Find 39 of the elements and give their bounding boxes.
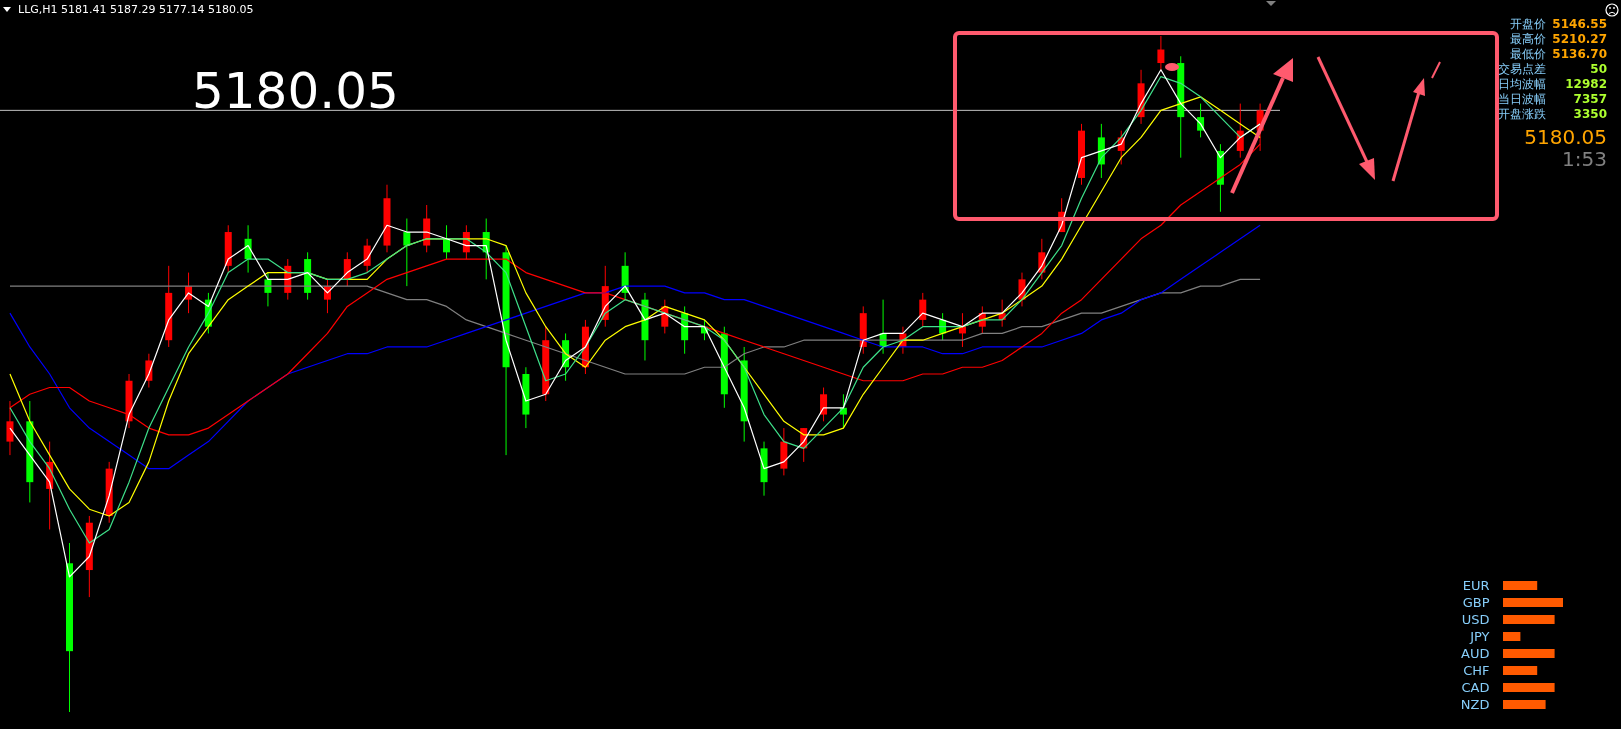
text: 3350 <box>1573 107 1607 121</box>
text: 5210.27 <box>1552 32 1607 46</box>
chart-title: LLG,H1 5181.41 5187.29 5177.14 5180.05 <box>18 3 254 16</box>
y-tick-label: AUD <box>1461 645 1490 661</box>
text: 开盘价 <box>1510 17 1546 31</box>
bar <box>1503 598 1563 607</box>
bar <box>1503 666 1538 675</box>
text: 5180.05 <box>1524 125 1607 149</box>
y-tick-label: USD <box>1461 611 1490 627</box>
bar <box>1503 683 1555 692</box>
bar <box>1503 632 1521 641</box>
y-tick-label: EUR <box>1462 577 1490 593</box>
text: 最高价 <box>1510 32 1546 46</box>
y-tick-label: CAD <box>1461 679 1490 695</box>
bar <box>1503 649 1555 658</box>
text: 12982 <box>1565 77 1607 91</box>
y-tick-label: CHF <box>1463 662 1490 678</box>
candlestick <box>403 218 411 287</box>
text: 最低价 <box>1510 47 1546 61</box>
text: 当日波幅 <box>1498 92 1546 106</box>
candlestick <box>443 224 451 260</box>
text: 5146.55 <box>1552 17 1607 31</box>
text: 7357 <box>1573 92 1607 106</box>
bar <box>1503 615 1555 624</box>
text: 1:53 <box>1562 147 1607 171</box>
bar <box>1503 581 1538 590</box>
y-tick-label: JPY <box>1469 628 1490 644</box>
text: 5136.70 <box>1552 47 1607 61</box>
candlestick <box>1157 35 1165 71</box>
text: 日均波幅 <box>1498 77 1546 91</box>
y-tick-label: GBP <box>1462 594 1490 610</box>
candlestick <box>820 387 828 422</box>
bar <box>1503 700 1546 709</box>
annotation: 5180.05 <box>192 62 399 120</box>
y-tick-label: NZD <box>1460 696 1490 712</box>
text: 开盘涨跌 <box>1498 107 1546 121</box>
text: 交易点差 <box>1498 62 1546 76</box>
candlestick <box>919 292 927 328</box>
text: 50 <box>1590 62 1607 76</box>
